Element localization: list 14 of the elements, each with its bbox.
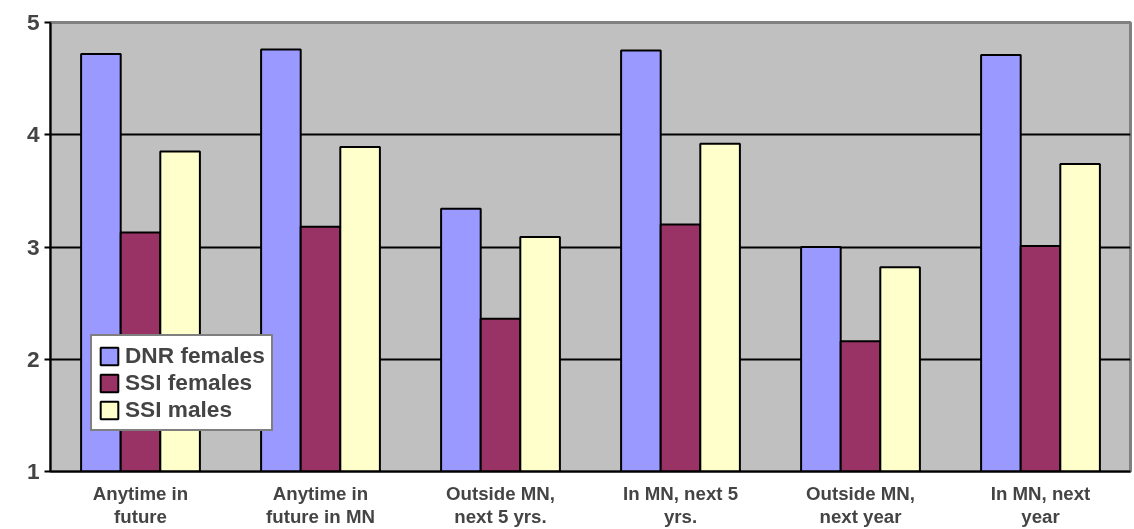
legend-label: SSI males	[125, 396, 233, 423]
x-tick-label: Outside MN, next year	[806, 482, 915, 527]
y-tick-label: 1	[26, 458, 40, 484]
legend-label: DNR females	[125, 342, 265, 369]
x-tick-label: Anytime in future in MN	[266, 482, 375, 527]
legend-label: SSI females	[125, 369, 253, 396]
y-tick-label: 5	[26, 9, 40, 35]
y-tick-label: 2	[26, 345, 40, 372]
x-tick-label: In MN, next 5 yrs.	[622, 482, 739, 527]
y-tick-label: 3	[26, 233, 40, 260]
y-tick-label: 4	[26, 121, 40, 148]
x-tick-label: In MN, next year	[990, 482, 1091, 527]
x-tick-label: Outside MN, next 5 yrs.	[446, 482, 555, 527]
x-tick-label: Anytime in future	[92, 482, 189, 527]
